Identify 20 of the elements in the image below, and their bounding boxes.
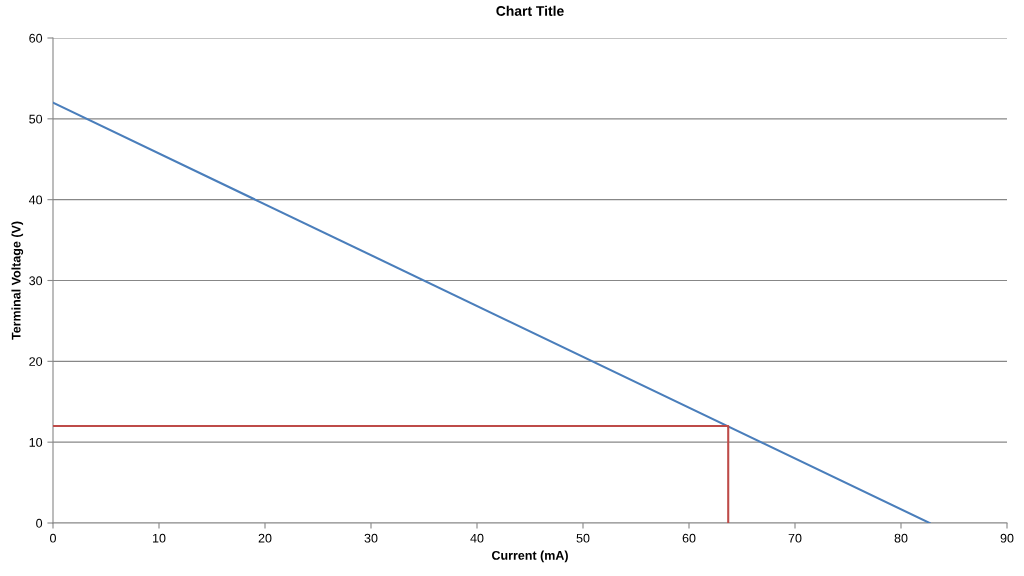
x-tick-label: 50 [576, 533, 590, 543]
x-axis-title: Current (mA) [491, 550, 568, 563]
y-tick-label: 30 [29, 276, 43, 286]
y-axis-title: Terminal Voltage (V) [11, 221, 24, 340]
y-tick-label: 50 [29, 114, 43, 124]
y-tick-label: 0 [36, 518, 43, 528]
y-tick-label: 60 [29, 33, 43, 43]
y-tick-label: 40 [28, 195, 43, 205]
y-tick-label: 20 [29, 357, 43, 366]
x-tick-label: 70 [788, 533, 802, 543]
chart-title: Chart Title [496, 5, 564, 16]
y-tick-label: 10 [29, 437, 43, 447]
x-tick-label: 30 [364, 533, 378, 543]
x-tick-label: 90 [1000, 533, 1014, 543]
x-tick-label: 20 [258, 533, 272, 543]
x-tick-label: 0 [50, 533, 56, 543]
x-tick-label: 40 [470, 533, 484, 543]
x-tick-label: 10 [153, 533, 166, 543]
x-tick-label: 80 [894, 533, 908, 543]
x-tick-label: 60 [682, 533, 696, 543]
